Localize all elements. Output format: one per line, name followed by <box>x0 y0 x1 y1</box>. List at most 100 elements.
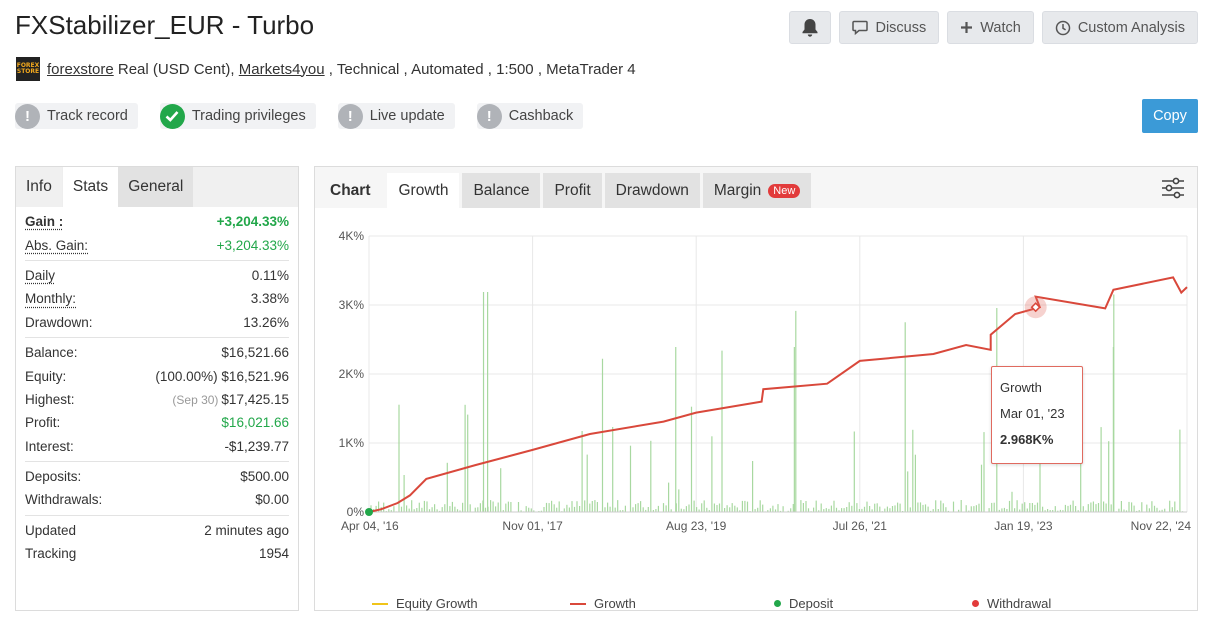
stats-tabs: Info Stats General <box>16 167 298 207</box>
stat-profit: Profit: $16,021.66 <box>25 411 289 434</box>
new-badge: New <box>768 183 801 198</box>
tab-margin[interactable]: Margin New <box>702 173 812 208</box>
tab-drawdown[interactable]: Drawdown <box>604 173 700 208</box>
stat-value: $16,521.66 <box>221 345 289 361</box>
stat-daily: Daily 0.11% <box>25 264 289 287</box>
tooltip-date: Mar 01, '23 <box>1000 406 1065 421</box>
stat-value: 3.38% <box>250 291 289 307</box>
plus-icon <box>961 22 973 33</box>
legend-deposit[interactable]: Deposit <box>774 596 833 611</box>
stat-deposits: Deposits: $500.00 <box>25 465 289 488</box>
notification-button[interactable] <box>789 11 832 44</box>
tab-info[interactable]: Info <box>26 178 52 195</box>
stat-value: -$1,239.77 <box>224 438 289 454</box>
watch-label: Watch <box>980 19 1021 36</box>
broker-link[interactable]: Markets4you <box>238 60 325 78</box>
stat-label: Withdrawals: <box>25 492 103 508</box>
tab-balance[interactable]: Balance <box>462 173 541 208</box>
badge-cashback[interactable]: ! Cashback <box>476 103 584 129</box>
stat-monthly: Monthly: 3.38% <box>25 287 289 310</box>
y-tick-label: 0% <box>347 505 365 519</box>
tab-growth[interactable]: Growth <box>387 173 460 208</box>
stat-value: $500.00 <box>240 469 289 485</box>
stat-highest: Highest: (Sep 30) $17,425.15 <box>25 388 289 411</box>
comment-icon <box>852 20 869 35</box>
stat-drawdown: Drawdown: 13.26% <box>25 311 289 334</box>
badge-label: Live update <box>369 108 445 124</box>
stat-value: 0.11% <box>251 267 289 283</box>
stat-label[interactable]: Gain : <box>25 214 64 230</box>
custom-analysis-button[interactable]: Custom Analysis <box>1041 11 1198 44</box>
hover-point[interactable] <box>1030 302 1041 313</box>
stats-panel: Info Stats General Gain : +3,204.33% Abs.… <box>15 166 299 611</box>
legend-label: Growth <box>594 596 636 611</box>
chart-panel: Chart Growth Balance Profit Drawdown Mar… <box>314 166 1198 611</box>
tab-profit[interactable]: Profit <box>543 173 602 208</box>
legend-label: Deposit <box>789 596 834 611</box>
legend-label: Equity Growth <box>396 596 478 611</box>
stats-list: Gain : +3,204.33% Abs. Gain: +3,204.33% Da… <box>16 207 298 568</box>
stat-date: (Sep 30) <box>172 392 219 407</box>
chart-label: Chart <box>330 181 371 199</box>
discuss-button[interactable]: Discuss <box>839 11 940 44</box>
stat-value: $17,425.15 <box>221 391 289 407</box>
stat-label: Deposits: <box>25 469 82 485</box>
stat-updated: Updated 2 minutes ago <box>25 519 289 542</box>
badge-trading-privileges[interactable]: Trading privileges <box>159 103 316 129</box>
exclamation-icon: ! <box>476 103 502 129</box>
stat-withdrawals: Withdrawals: $0.00 <box>25 488 289 511</box>
legend-growth[interactable]: Growth <box>570 596 636 611</box>
deposit-marker[interactable] <box>365 508 373 516</box>
chart-legend: Equity Growth Growth Deposit Withdrawal <box>315 596 1197 614</box>
tab-stats[interactable]: Stats <box>61 167 119 207</box>
stat-label[interactable]: Monthly: <box>25 291 77 307</box>
growth-chart[interactable]: 0% 1K% 2K% 3K% 4K% Apr 04, '16 Nov 01, '17 Aug … <box>315 208 1197 611</box>
stat-value: 2 minutes ago <box>204 522 289 538</box>
badge-track-record[interactable]: ! Track record <box>15 103 138 129</box>
stat-value: $16,021.66 <box>221 415 289 431</box>
legend-line-icon <box>570 602 586 605</box>
x-tick-label: Aug 23, '19 <box>666 519 727 533</box>
tab-general[interactable]: General <box>118 167 194 207</box>
y-tick-label: 2K% <box>339 367 365 381</box>
chart-tabs: Chart Growth Balance Profit Drawdown Mar… <box>315 167 1197 208</box>
account-details: , Technical , Automated , 1:500 , MetaTr… <box>324 60 636 78</box>
stat-balance: Balance: $16,521.66 <box>25 341 289 364</box>
top-actions: Discuss Watch Custom Analysis <box>789 11 1198 44</box>
stat-value: 1954 <box>258 546 289 562</box>
watch-button[interactable]: Watch <box>947 11 1034 44</box>
clock-icon <box>1055 20 1071 35</box>
stat-label[interactable]: Abs. Gain: <box>25 237 89 253</box>
logo-text-top: FOREX <box>16 62 40 69</box>
custom-analysis-label: Custom Analysis <box>1077 19 1185 36</box>
badge-live-update[interactable]: ! Live update <box>337 103 455 129</box>
stat-value: +3,204.33% <box>216 237 289 253</box>
account-info: FOREX STORE forexstore Real (USD Cent), … <box>16 57 636 81</box>
legend-equity-growth[interactable]: Equity Growth <box>372 596 478 611</box>
chart-settings-button[interactable] <box>1161 177 1185 204</box>
legend-withdrawal[interactable]: Withdrawal <box>972 596 1051 611</box>
stat-interest: Interest: -$1,239.77 <box>25 435 289 458</box>
tooltip-value: 2.968K% <box>1000 432 1054 447</box>
badge-label: Track record <box>47 108 128 124</box>
account-type: Real (USD Cent), <box>113 60 239 78</box>
stat-label: Profit: <box>25 415 61 431</box>
check-icon <box>159 103 185 129</box>
stat-label: Interest: <box>25 438 74 454</box>
legend-dot-icon <box>972 600 979 607</box>
stat-value: +3,204.33% <box>216 214 289 230</box>
y-tick-label: 1K% <box>339 436 365 450</box>
stat-value: $0.00 <box>255 492 289 508</box>
bell-icon <box>802 18 818 37</box>
stat-gain: Gain : +3,204.33% <box>25 210 289 233</box>
copy-button[interactable]: Copy <box>1142 99 1198 133</box>
x-tick-label: Jul 26, '21 <box>833 519 888 533</box>
stat-label[interactable]: Daily <box>25 267 56 283</box>
stat-label: Tracking <box>25 546 77 562</box>
y-tick-label: 3K% <box>339 298 365 312</box>
sliders-icon <box>1162 177 1184 199</box>
forexstore-logo: FOREX STORE <box>16 57 40 81</box>
stat-label: Drawdown: <box>25 314 93 330</box>
stat-label: Highest: <box>25 391 75 407</box>
owner-link[interactable]: forexstore <box>47 60 114 78</box>
